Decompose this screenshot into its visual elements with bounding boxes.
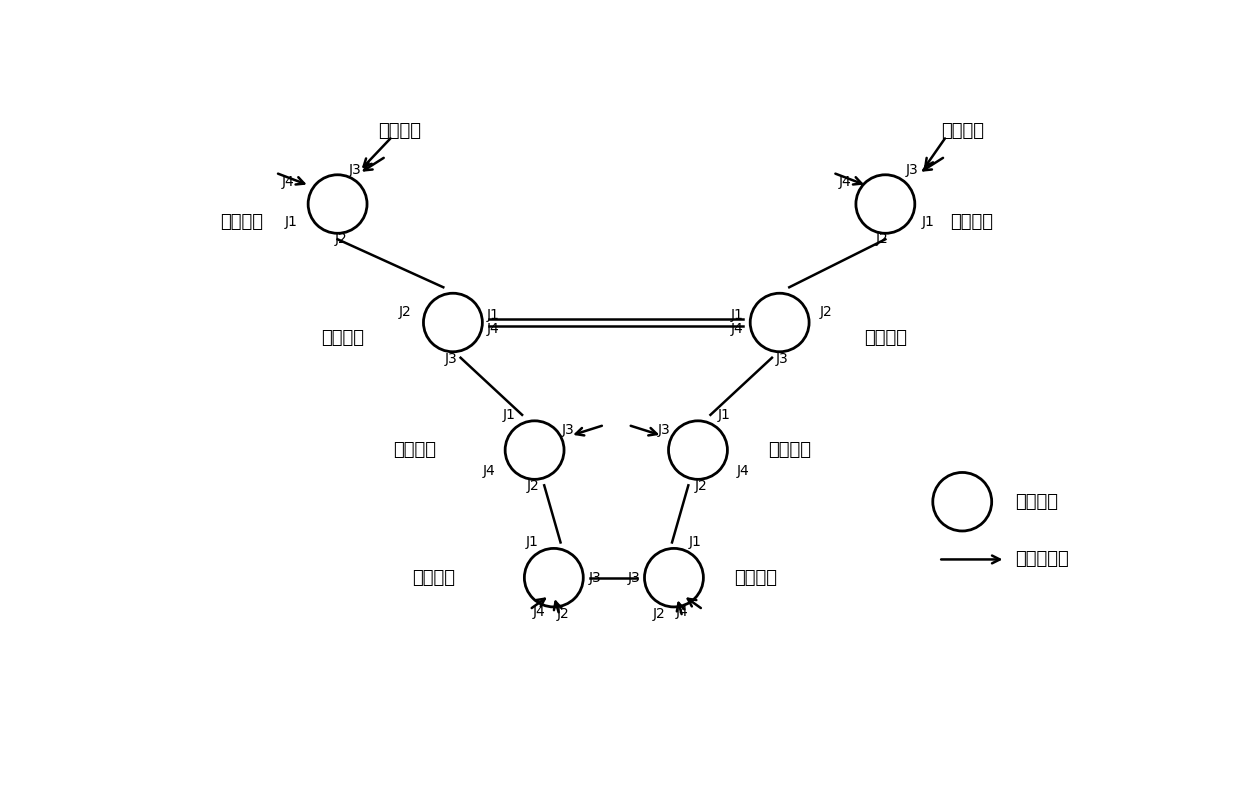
Text: J2: J2 xyxy=(398,305,412,319)
Text: J4: J4 xyxy=(676,605,688,619)
Text: J3: J3 xyxy=(658,423,671,437)
Text: J2: J2 xyxy=(652,607,665,621)
Text: J3: J3 xyxy=(906,163,919,177)
Text: J4: J4 xyxy=(487,322,500,335)
Text: J4: J4 xyxy=(737,465,749,478)
Text: J2: J2 xyxy=(557,607,570,621)
Text: 节点开关: 节点开关 xyxy=(321,329,363,346)
Text: J3: J3 xyxy=(445,352,458,366)
Text: 传递开关: 传递开关 xyxy=(412,569,455,587)
Text: 节点开关: 节点开关 xyxy=(864,329,906,346)
Text: J2: J2 xyxy=(694,479,707,493)
Text: J2: J2 xyxy=(877,232,889,246)
Text: J3: J3 xyxy=(562,423,574,437)
Text: J2: J2 xyxy=(526,479,539,493)
Text: J4: J4 xyxy=(838,175,852,189)
Text: J3: J3 xyxy=(775,352,787,366)
Text: J1: J1 xyxy=(487,308,500,322)
Text: J1: J1 xyxy=(921,215,934,230)
Text: 传递开关: 传递开关 xyxy=(768,441,811,459)
Text: J4: J4 xyxy=(281,175,294,189)
Text: J1: J1 xyxy=(718,409,730,422)
Text: 传递开关: 传递开关 xyxy=(950,213,993,231)
Text: 备份功放: 备份功放 xyxy=(941,122,983,140)
Text: J3: J3 xyxy=(348,163,361,177)
Text: J2: J2 xyxy=(335,232,347,246)
Text: J4: J4 xyxy=(732,322,744,335)
Text: 功放输出端: 功放输出端 xyxy=(1016,551,1069,568)
Text: J1: J1 xyxy=(688,536,702,549)
Text: J3: J3 xyxy=(589,570,601,585)
Text: J4: J4 xyxy=(484,465,496,478)
Text: J1: J1 xyxy=(730,308,744,322)
Text: 备份功放: 备份功放 xyxy=(378,122,422,140)
Text: 传递开关: 传递开关 xyxy=(734,569,777,587)
Text: 传递开关: 传递开关 xyxy=(219,213,263,231)
Text: J3: J3 xyxy=(627,570,640,585)
Text: J1: J1 xyxy=(502,409,515,422)
Text: 微波开关: 微波开关 xyxy=(1016,492,1058,510)
Text: J4: J4 xyxy=(533,605,546,619)
Text: J2: J2 xyxy=(820,305,832,319)
Text: J1: J1 xyxy=(285,215,298,230)
Text: J1: J1 xyxy=(526,536,538,549)
Text: 传递开关: 传递开关 xyxy=(393,441,436,459)
